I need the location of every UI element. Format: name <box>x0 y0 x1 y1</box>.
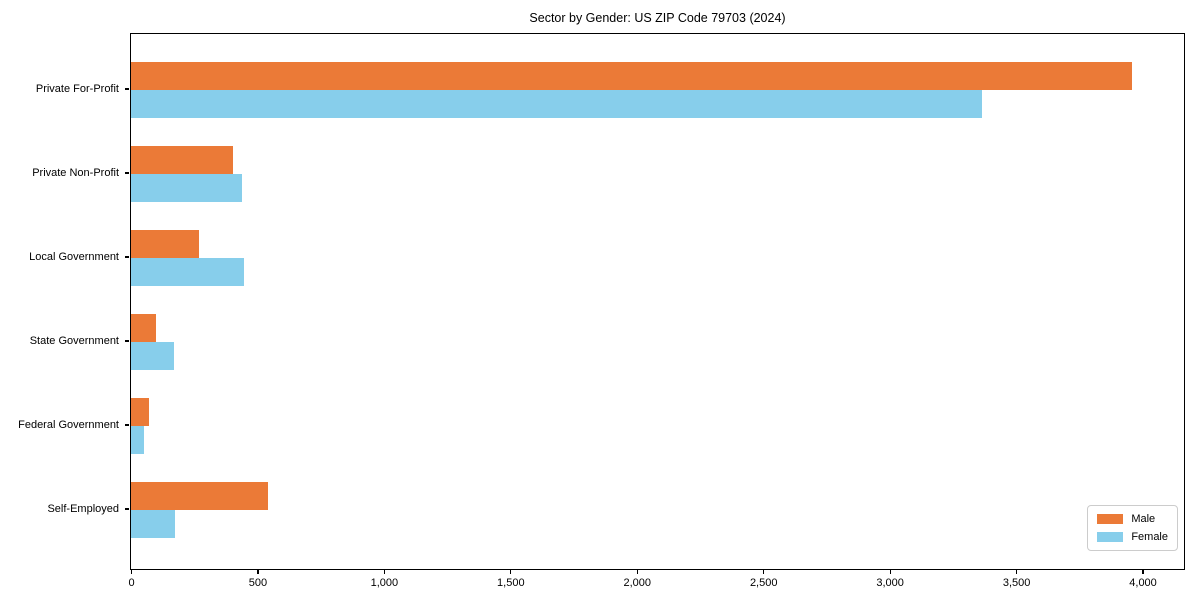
x-tick-label-3,000: 3,000 <box>876 577 904 589</box>
y-tick-mark <box>125 508 129 510</box>
chart-title: Sector by Gender: US ZIP Code 79703 (202… <box>529 11 786 25</box>
x-tick-label-1,000: 1,000 <box>370 577 399 589</box>
x-tick-mark <box>636 570 638 574</box>
x-tick-mark <box>257 570 259 574</box>
x-tick-mark <box>889 570 891 574</box>
x-tick-mark <box>1015 570 1018 574</box>
plot-area: Male Female <box>130 33 1185 570</box>
legend-entry-male: Male <box>1097 513 1168 525</box>
bar-female-2 <box>131 174 243 202</box>
x-tick-mark <box>1142 570 1144 574</box>
y-tick-mark <box>125 88 129 90</box>
x-tick-label-500: 500 <box>248 577 268 589</box>
legend-label-male: Male <box>1131 513 1156 525</box>
legend-swatch-male-icon <box>1097 514 1124 524</box>
bar-male-2 <box>131 146 234 174</box>
y-tick-mark <box>125 424 129 426</box>
x-tick-label-0: 0 <box>128 577 135 589</box>
bar-male-4 <box>131 314 157 342</box>
x-tick-mark <box>763 570 765 574</box>
bar-male-1 <box>131 62 1133 90</box>
y-axis-label-6: Self-Employed <box>47 503 119 515</box>
bar-female-3 <box>131 258 244 286</box>
x-tick-label-2,500: 2,500 <box>749 577 778 589</box>
legend: Male Female <box>1087 505 1178 551</box>
y-axis-label-1: Private For-Profit <box>35 83 119 95</box>
bar-female-4 <box>131 342 174 370</box>
x-tick-label-2,000: 2,000 <box>623 577 652 589</box>
legend-entry-female: Female <box>1097 531 1168 543</box>
x-tick-mark <box>383 570 385 574</box>
y-tick-mark <box>125 172 129 174</box>
y-axis-label-2: Private Non-Profit <box>32 167 119 179</box>
x-tick-label-4,000: 4,000 <box>1129 577 1157 589</box>
bar-female-6 <box>131 510 176 538</box>
y-tick-mark <box>125 340 129 342</box>
legend-swatch-female-icon <box>1097 532 1124 542</box>
x-tick-mark <box>130 570 133 574</box>
bar-male-5 <box>131 398 149 426</box>
x-tick-label-1,500: 1,500 <box>497 577 525 589</box>
bar-male-6 <box>131 482 268 510</box>
y-axis-label-4: State Government <box>29 335 119 347</box>
bar-female-5 <box>131 426 144 454</box>
y-axis-label-3: Local Government <box>29 251 119 263</box>
legend-label-female: Female <box>1131 531 1168 543</box>
y-axis-label-5: Federal Government <box>18 419 119 431</box>
y-tick-mark <box>125 256 129 258</box>
x-tick-mark <box>510 570 512 574</box>
x-tick-label-3,500: 3,500 <box>1002 577 1031 589</box>
bar-male-3 <box>131 230 200 258</box>
bar-female-1 <box>131 90 982 118</box>
